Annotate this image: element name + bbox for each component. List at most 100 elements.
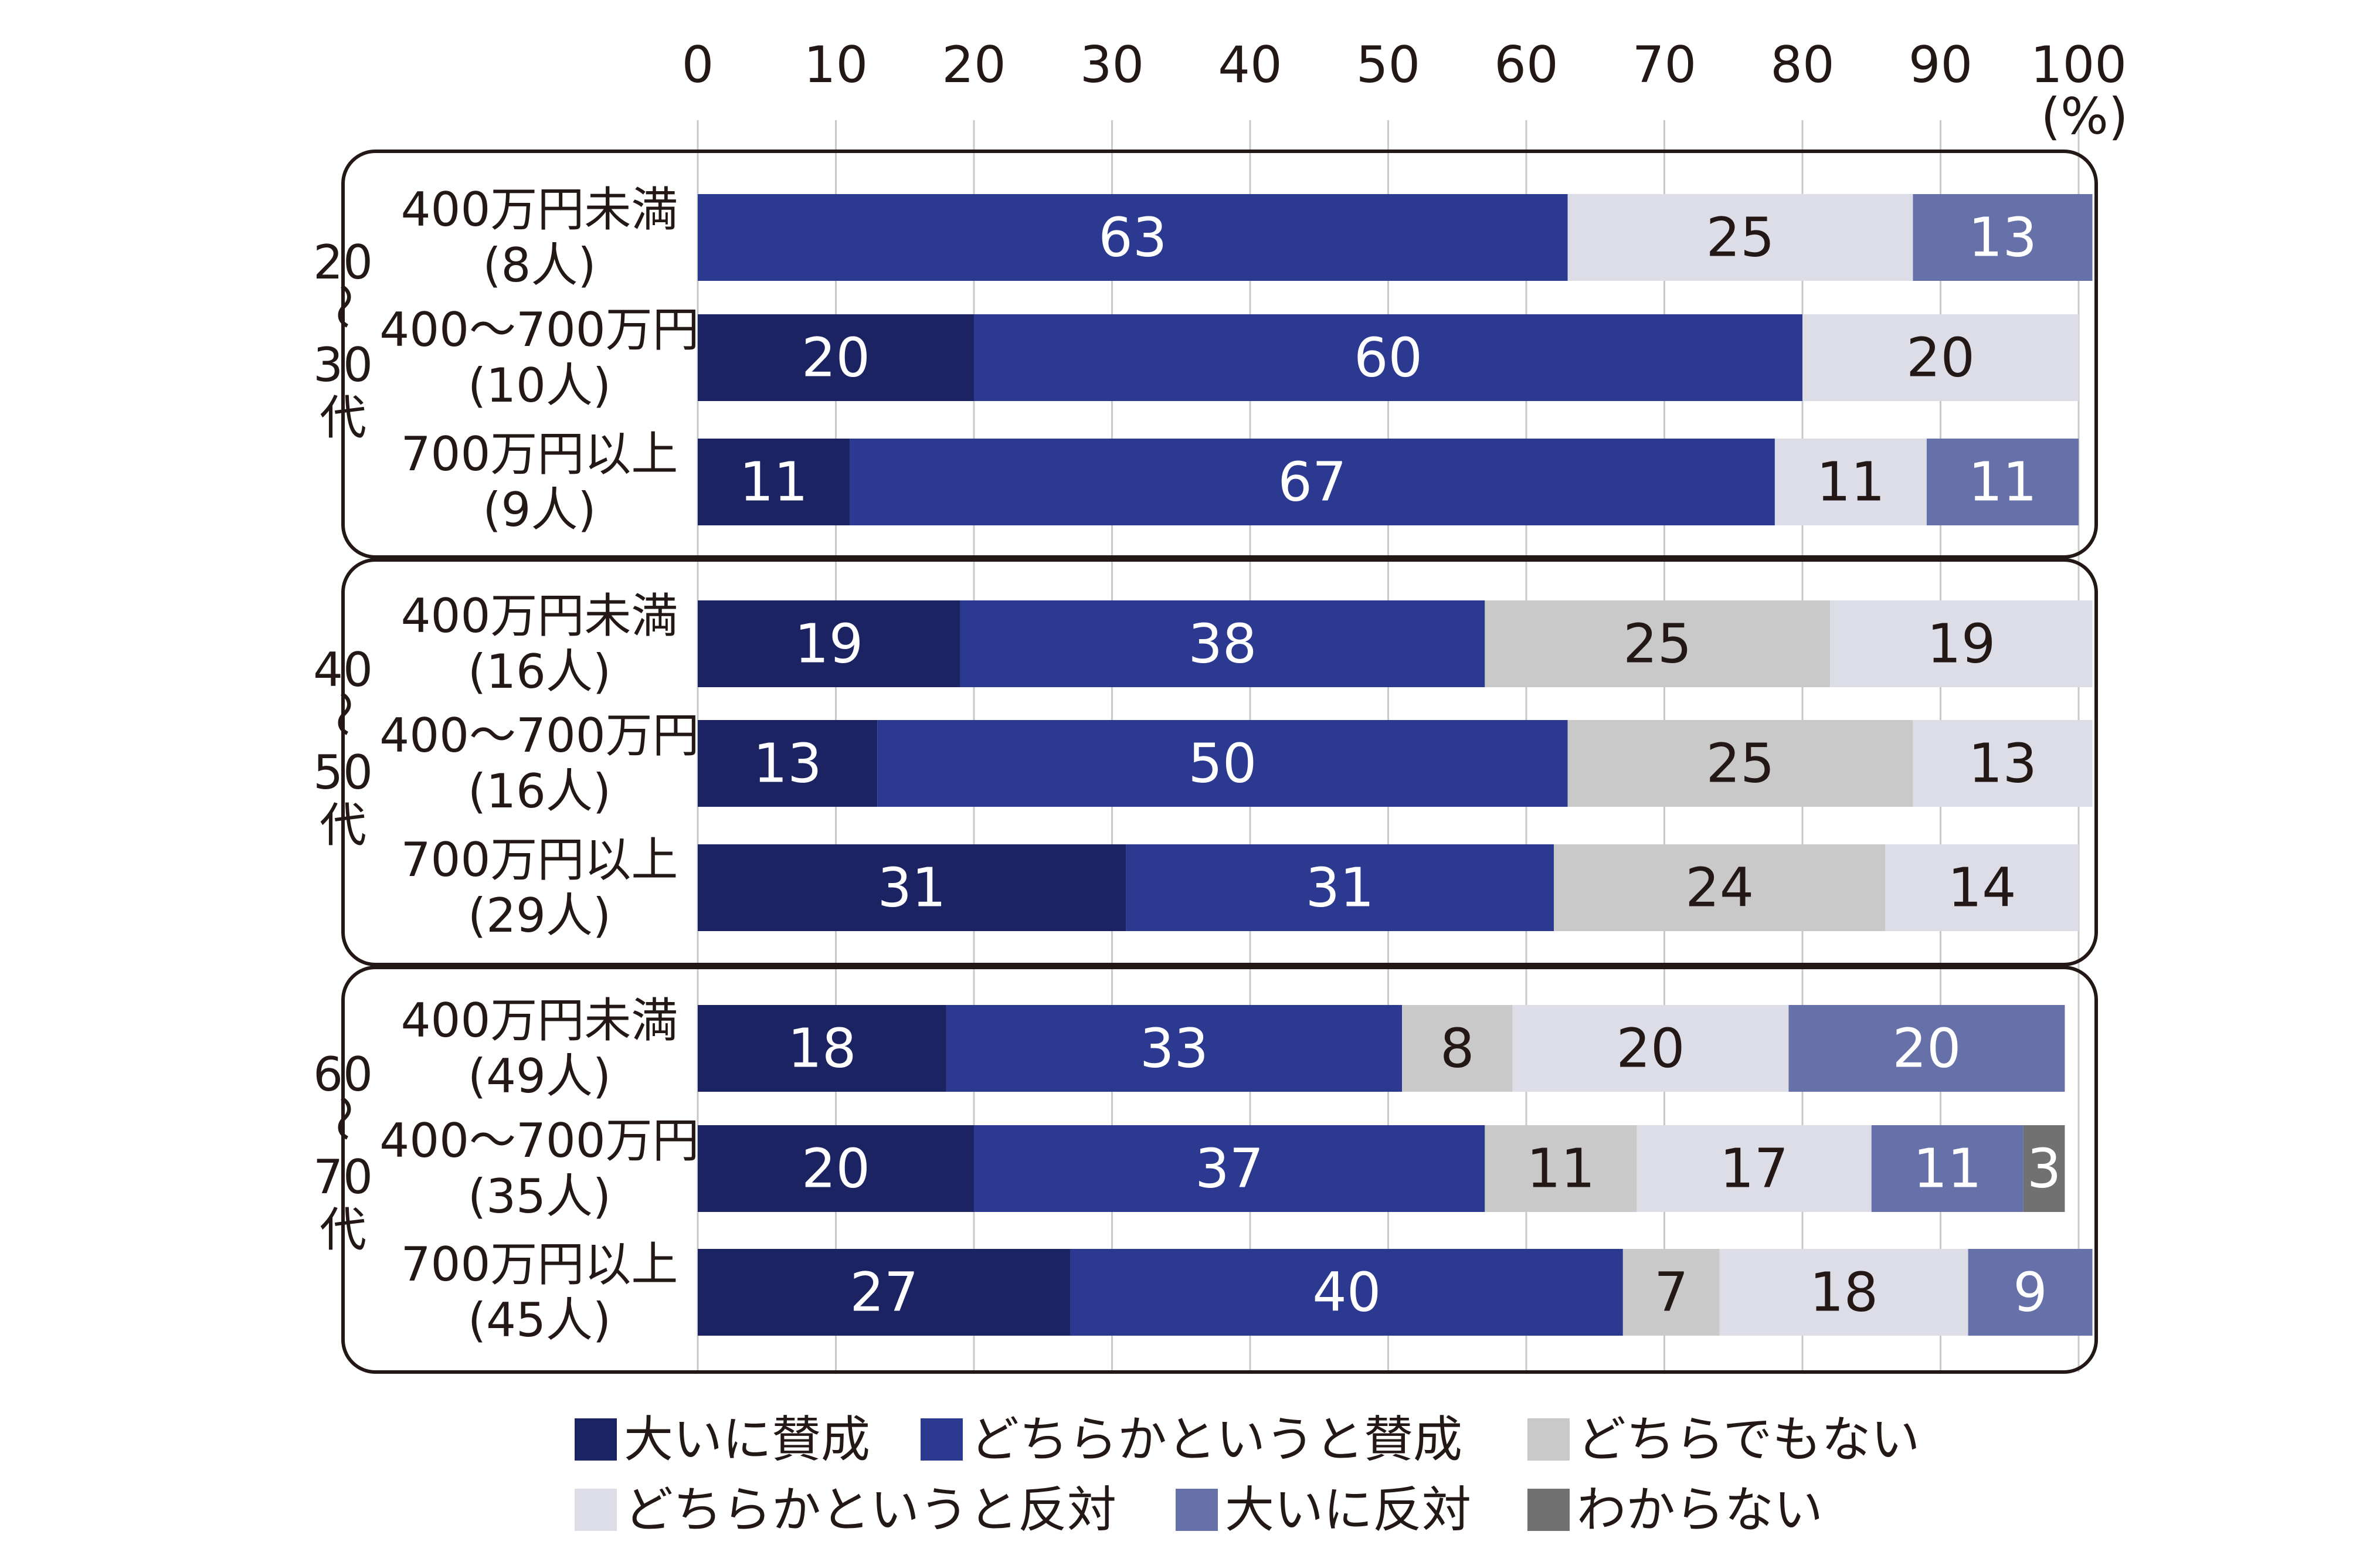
bar-segment bbox=[698, 1125, 974, 1212]
bar-segment bbox=[1719, 1249, 1968, 1336]
category-count: (35人) bbox=[468, 1169, 611, 1224]
group-label: 30 bbox=[313, 338, 373, 392]
bar-segment bbox=[1512, 1005, 1789, 1092]
category-label: 400〜700万円 bbox=[379, 1113, 699, 1168]
legend-swatch bbox=[575, 1418, 617, 1461]
x-axis: 0 10 20 30 40 50 60 70 80 90 100 bbox=[682, 36, 2127, 94]
category-count: (29人) bbox=[468, 888, 611, 943]
bar-value-label: 19 bbox=[795, 613, 863, 675]
bar-segment bbox=[1622, 1249, 1720, 1336]
group-label: 代 bbox=[320, 1203, 366, 1257]
bar-value-label: 7 bbox=[1654, 1261, 1689, 1324]
category-count: (16人) bbox=[468, 764, 611, 819]
bar-value-label: 17 bbox=[1720, 1137, 1788, 1200]
group-label: 代 bbox=[320, 390, 366, 445]
bar-value-label: 9 bbox=[2013, 1261, 2048, 1324]
bar-segment bbox=[1554, 844, 1886, 931]
unit-label: (%) bbox=[2041, 87, 2128, 146]
bar-value-label: 8 bbox=[1440, 1017, 1475, 1080]
bar-value-label: 13 bbox=[1968, 732, 2037, 795]
bar-segment bbox=[698, 439, 850, 525]
bar-segment bbox=[1802, 314, 2079, 401]
bar-value-label: 3 bbox=[2027, 1137, 2062, 1200]
legend-label: 大いに賛成 bbox=[624, 1411, 870, 1468]
bar-value-label: 11 bbox=[1913, 1137, 1982, 1200]
group-frame bbox=[341, 966, 2098, 1374]
bar-value-label: 37 bbox=[1195, 1137, 1264, 1200]
bar-segment bbox=[1402, 1005, 1513, 1092]
category-label: 400〜700万円 bbox=[379, 303, 699, 357]
bar-segment bbox=[698, 194, 1568, 281]
bar-value-label: 19 bbox=[1927, 613, 1995, 675]
x-tick-label: 100 bbox=[2031, 36, 2127, 94]
bar-value-label: 13 bbox=[1968, 206, 2037, 269]
bar-value-label: 11 bbox=[1968, 451, 2037, 514]
x-tick-label: 10 bbox=[804, 36, 868, 94]
bar-segment bbox=[1926, 439, 2079, 525]
legend-swatch bbox=[1527, 1489, 1570, 1531]
group-label: 70 bbox=[313, 1150, 373, 1204]
category-count: (9人) bbox=[483, 483, 596, 537]
category-count: (49人) bbox=[468, 1049, 611, 1103]
bar-value-label: 33 bbox=[1140, 1017, 1208, 1080]
group-label: 〜 bbox=[315, 1095, 370, 1142]
bar-value-label: 25 bbox=[1706, 732, 1774, 795]
bar-value-label: 25 bbox=[1623, 613, 1692, 675]
x-tick-label: 0 bbox=[682, 36, 714, 94]
category-label: 400〜700万円 bbox=[379, 708, 699, 763]
bar-value-label: 27 bbox=[850, 1261, 918, 1324]
bar-value-label: 31 bbox=[1306, 857, 1374, 919]
bar-segment bbox=[698, 844, 1126, 931]
x-tick-label: 30 bbox=[1080, 36, 1144, 94]
group-label: 代 bbox=[320, 798, 366, 853]
bar-value-label: 18 bbox=[787, 1017, 856, 1080]
bar-value-label: 24 bbox=[1685, 857, 1754, 919]
legend-label: どちらでもない bbox=[1577, 1411, 1920, 1468]
category-label: 400万円未満 bbox=[401, 993, 678, 1048]
category-label: 700万円以上 bbox=[401, 427, 678, 481]
bar-segment bbox=[698, 314, 974, 401]
bar-segment bbox=[698, 1249, 1071, 1336]
bar-segment bbox=[974, 314, 1802, 401]
group-label: 〜 bbox=[315, 283, 370, 330]
bar-value-label: 11 bbox=[1526, 1137, 1595, 1200]
bar-value-label: 63 bbox=[1098, 206, 1167, 269]
bar-segment bbox=[1126, 844, 1554, 931]
category-labels: 400万円未満(8人)400〜700万円(10人)700万円以上(9人)400万… bbox=[379, 182, 699, 1347]
bar-value-label: 31 bbox=[877, 857, 946, 919]
bar-value-label: 13 bbox=[753, 732, 822, 795]
bar-segment bbox=[698, 600, 960, 687]
x-tick-label: 50 bbox=[1356, 36, 1420, 94]
bar-segment bbox=[1871, 1125, 2023, 1212]
bar-segment bbox=[1774, 439, 1927, 525]
legend-swatch bbox=[575, 1489, 617, 1531]
category-label: 400万円未満 bbox=[401, 589, 678, 643]
x-tick-label: 20 bbox=[942, 36, 1006, 94]
bar-segment bbox=[850, 439, 1775, 525]
bar-segment bbox=[946, 1005, 1403, 1092]
bar-value-label: 67 bbox=[1278, 451, 1346, 514]
bar-segment bbox=[1913, 720, 2093, 807]
category-label: 700万円以上 bbox=[401, 1237, 678, 1292]
x-tick-label: 60 bbox=[1494, 36, 1558, 94]
category-count: (8人) bbox=[483, 238, 596, 293]
legend-label: どちらかというと反対 bbox=[624, 1481, 1116, 1539]
bar-segment bbox=[1485, 1125, 1637, 1212]
bar-segment bbox=[877, 720, 1568, 807]
bar-segment bbox=[1913, 194, 2093, 281]
bar-value-label: 18 bbox=[1809, 1261, 1878, 1324]
group-label: 50 bbox=[313, 745, 373, 800]
group-label: 20 bbox=[313, 235, 373, 290]
bar-segment bbox=[1968, 1249, 2093, 1336]
legend-swatch bbox=[921, 1418, 963, 1461]
group-label: 〜 bbox=[315, 690, 370, 737]
bar-value-label: 50 bbox=[1188, 732, 1257, 795]
bar-value-label: 60 bbox=[1354, 327, 1422, 389]
bar-segment bbox=[1567, 720, 1913, 807]
bar-value-label: 20 bbox=[1892, 1017, 1961, 1080]
bar-value-label: 11 bbox=[1817, 451, 1885, 514]
bar-value-label: 11 bbox=[739, 451, 808, 514]
bar-segment bbox=[1788, 1005, 2065, 1092]
